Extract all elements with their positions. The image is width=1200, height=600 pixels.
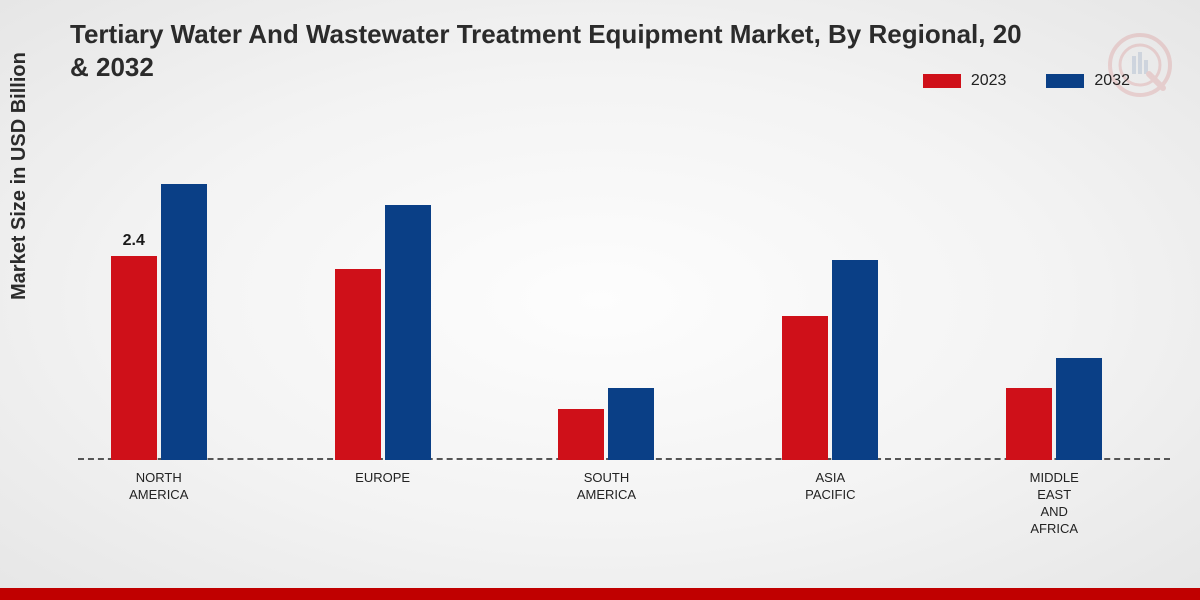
plot-area: NORTH AMERICA EUROPE SOUTH AMERICA ASIA PAC… — [78, 120, 1170, 460]
bar — [335, 269, 381, 460]
legend: 2023 2032 — [923, 72, 1130, 90]
category-label: EUROPE — [355, 470, 410, 487]
footer-accent-bar — [0, 588, 1200, 600]
legend-item-2032: 2032 — [1046, 72, 1130, 90]
bar — [782, 316, 828, 461]
bar — [1006, 388, 1052, 460]
bar-group: ASIA PACIFIC — [782, 260, 878, 460]
category-label: SOUTH AMERICA — [577, 470, 636, 504]
bar — [608, 388, 654, 460]
bar-group: MIDDLE EAST AND AFRICA — [1006, 358, 1102, 460]
bar — [558, 409, 604, 460]
y-axis-label: Market Size in USD Billion — [8, 52, 31, 300]
legend-label-2023: 2023 — [971, 72, 1007, 90]
category-label: NORTH AMERICA — [129, 470, 188, 504]
bar — [161, 184, 207, 460]
bar — [832, 260, 878, 460]
legend-label-2032: 2032 — [1094, 72, 1130, 90]
value-label: 2.4 — [123, 232, 145, 250]
bar — [1056, 358, 1102, 460]
legend-swatch-2023 — [923, 74, 961, 88]
bar — [385, 205, 431, 460]
legend-item-2023: 2023 — [923, 72, 1007, 90]
bar — [111, 256, 157, 460]
category-label: ASIA PACIFIC — [805, 470, 855, 504]
legend-swatch-2032 — [1046, 74, 1084, 88]
bar-group: NORTH AMERICA — [111, 184, 207, 460]
category-label: MIDDLE EAST AND AFRICA — [1030, 470, 1079, 538]
bar-group: EUROPE — [335, 205, 431, 460]
bar-group: SOUTH AMERICA — [558, 388, 654, 460]
